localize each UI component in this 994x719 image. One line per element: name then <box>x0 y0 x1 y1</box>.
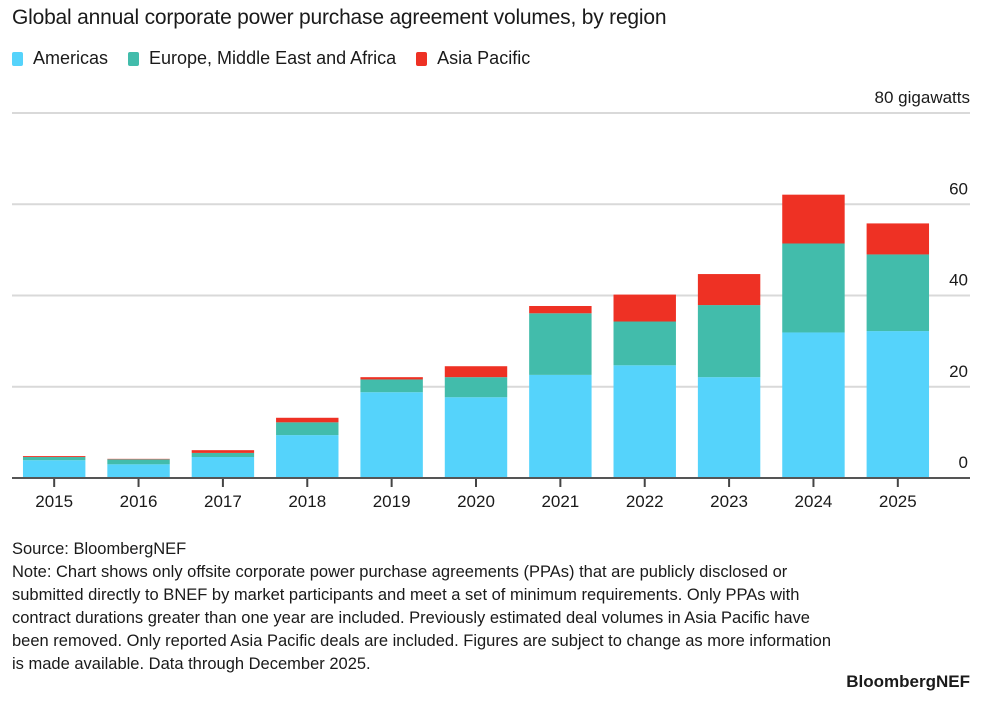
bar-segment-emea <box>866 254 930 332</box>
stacked-bar-chart: 0 20 40 60 2015 2016 2017 2018 2019 2020 2021 2022 2… <box>12 112 970 511</box>
bar-segment-emea <box>529 313 592 375</box>
chart-title: Global annual corporate power purchase a… <box>12 6 667 29</box>
y-tick-label: 20 <box>949 362 968 381</box>
bar-segment-apac <box>782 194 845 244</box>
note-text: Note: Chart shows only offsite corporate… <box>12 563 832 673</box>
legend-swatch-emea <box>128 51 140 66</box>
y-axis-unit-label: 80 gigawatts <box>874 88 970 107</box>
bar-segment-apac <box>866 223 930 255</box>
legend-label-apac: Asia Pacific <box>437 48 531 68</box>
x-tick-label: 2015 <box>35 492 73 511</box>
bar-segment-apac <box>107 458 170 460</box>
brand-logo: BloombergNEF <box>846 672 970 691</box>
bar-segment-americas <box>191 457 255 478</box>
bar-segment-apac <box>697 274 761 306</box>
bar-segment-americas <box>107 464 170 478</box>
x-tick-label: 2016 <box>120 492 158 511</box>
y-tick-label: 0 <box>959 453 968 472</box>
bar-segment-emea <box>444 377 508 398</box>
bar-segment-americas <box>276 435 339 478</box>
legend-label-emea: Europe, Middle East and Africa <box>149 48 397 68</box>
bar-segment-emea <box>697 305 761 378</box>
x-tick-label: 2023 <box>710 492 748 511</box>
x-tick-label: 2020 <box>457 492 495 511</box>
bar-segment-apac <box>22 456 86 458</box>
bar-segment-emea <box>107 459 170 465</box>
legend-item-americas: Americas <box>12 48 108 69</box>
legend-swatch-americas <box>12 51 23 66</box>
x-tick-label: 2017 <box>204 492 242 511</box>
legend-label-americas: Americas <box>33 48 109 68</box>
bar-segment-americas <box>444 397 508 478</box>
bar-segment-emea <box>22 457 86 461</box>
bar-segment-emea <box>276 422 339 436</box>
bar-segment-apac <box>191 450 255 453</box>
legend-item-apac: Asia Pacific <box>416 48 530 69</box>
bar-segment-apac <box>276 417 339 423</box>
bar-segment-americas <box>782 332 845 478</box>
bar-segment-apac <box>360 377 423 380</box>
source-text: Source: BloombergNEF <box>12 540 187 558</box>
x-tick-label: 2021 <box>541 492 579 511</box>
x-tick-label: 2024 <box>795 492 833 511</box>
bar-segment-emea <box>613 321 676 366</box>
bar-segment-emea <box>782 243 845 333</box>
bar-segment-americas <box>529 374 592 478</box>
bar-segment-americas <box>22 460 86 478</box>
bar-segment-apac <box>529 305 592 314</box>
bar-segment-emea <box>360 379 423 393</box>
legend: Americas Europe, Middle East and Africa … <box>12 48 530 69</box>
x-tick-label: 2025 <box>879 492 917 511</box>
bar-segment-americas <box>697 377 761 478</box>
x-tick-label: 2019 <box>373 492 411 511</box>
y-tick-label: 60 <box>949 179 968 198</box>
bar-segment-emea <box>191 452 255 458</box>
legend-swatch-apac <box>416 51 428 66</box>
bar-segment-americas <box>613 365 676 478</box>
bar-segment-americas <box>866 331 930 478</box>
legend-item-emea: Europe, Middle East and Africa <box>128 48 396 69</box>
bar-segment-apac <box>444 366 508 378</box>
footer-notes: Source: BloombergNEF Note: Chart shows o… <box>12 538 832 676</box>
bar-segment-apac <box>613 294 676 322</box>
bar-segment-americas <box>360 392 423 478</box>
x-tick-label: 2022 <box>626 492 664 511</box>
x-tick-label: 2018 <box>288 492 326 511</box>
y-tick-label: 40 <box>949 271 968 290</box>
